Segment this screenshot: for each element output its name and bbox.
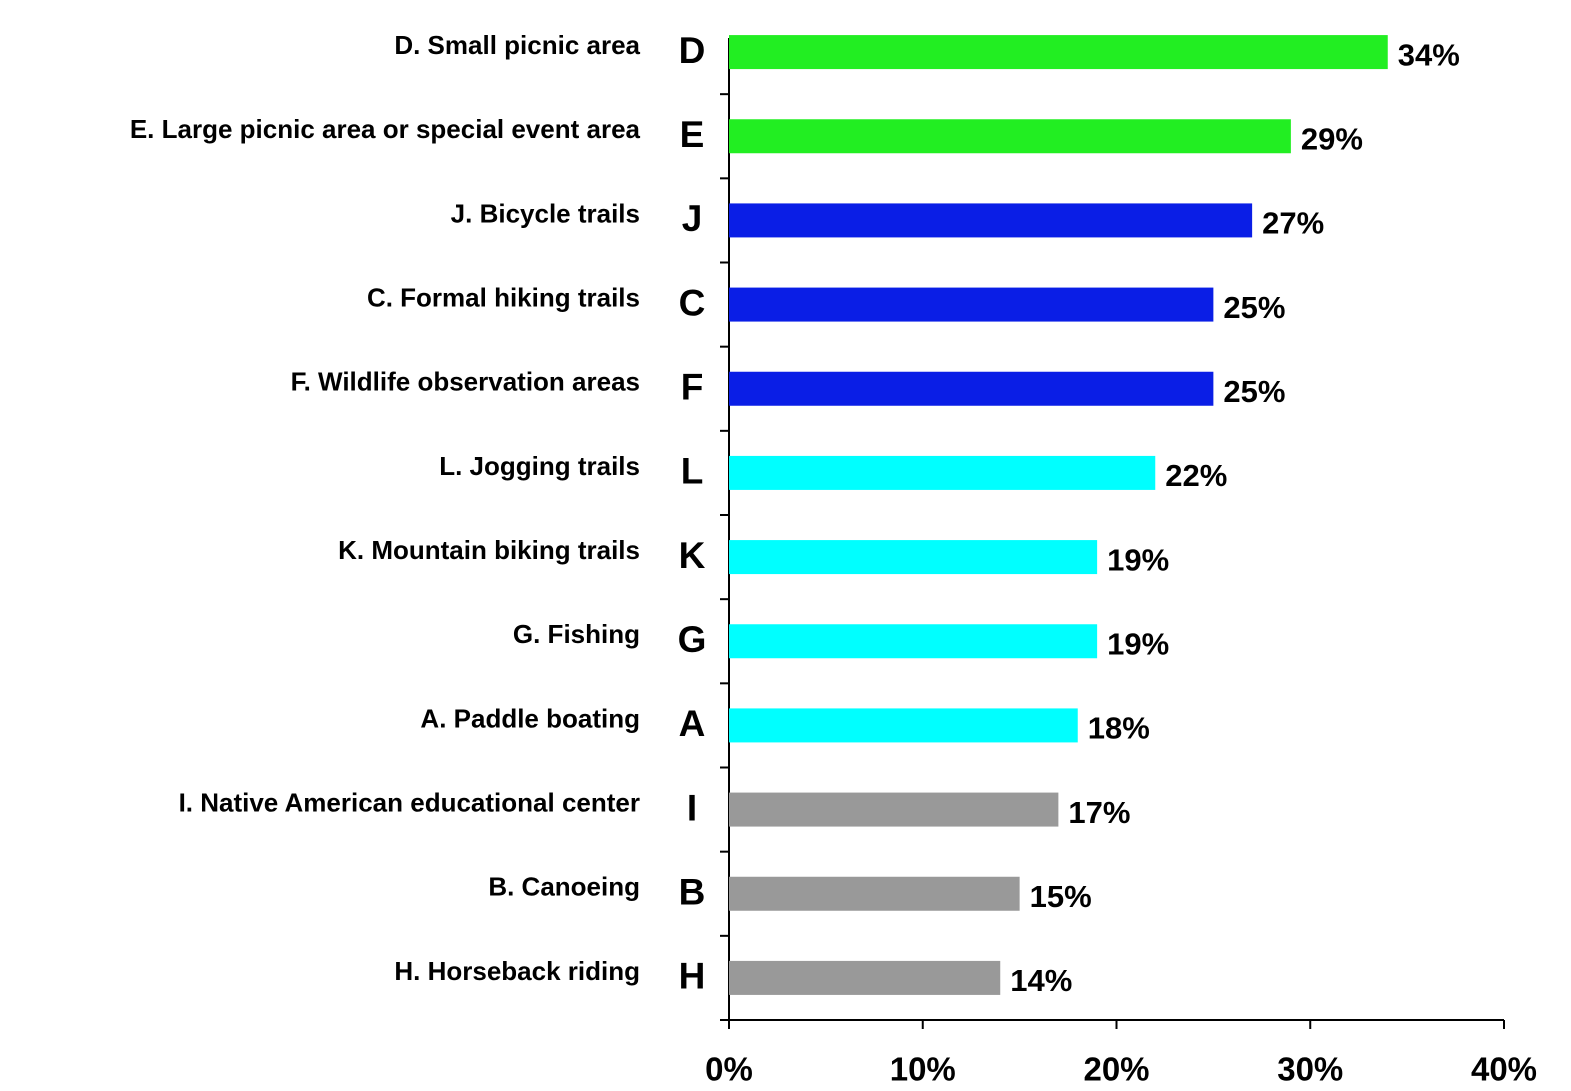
bar (729, 960, 1001, 995)
bar (729, 287, 1214, 322)
bar (729, 540, 1098, 575)
category-label: A. Paddle boating (420, 703, 640, 733)
bar (729, 708, 1078, 743)
category-letter: H (679, 956, 706, 997)
category-letter: G (678, 619, 707, 660)
value-label: 15% (1030, 879, 1092, 914)
x-tick-label: 30% (1277, 1051, 1343, 1088)
bar (729, 371, 1214, 406)
x-tick-label: 0% (705, 1051, 753, 1088)
category-letter: B (679, 872, 706, 913)
bar (729, 624, 1098, 659)
category-letter: C (679, 282, 706, 323)
category-letter: I (687, 787, 697, 828)
value-label: 25% (1223, 374, 1285, 409)
category-letter: L (681, 451, 704, 492)
value-label: 22% (1165, 458, 1227, 493)
category-letter: D (679, 30, 706, 71)
category-letter: J (682, 198, 703, 239)
value-label: 34% (1398, 37, 1460, 72)
category-label: H. Horseback riding (394, 956, 640, 986)
bar (729, 876, 1020, 911)
category-label: C. Formal hiking trails (367, 282, 640, 312)
category-label: E. Large picnic area or special event ar… (130, 114, 641, 144)
category-letter: E (680, 114, 705, 155)
bar (729, 35, 1388, 70)
category-label: I. Native American educational center (179, 787, 640, 817)
value-label: 14% (1010, 963, 1072, 998)
value-label: 19% (1107, 542, 1169, 577)
bar (729, 455, 1156, 490)
category-label: G. Fishing (513, 619, 640, 649)
category-letter: K (679, 535, 706, 576)
value-label: 18% (1088, 711, 1150, 746)
bar (729, 119, 1291, 154)
category-label: F. Wildlife observation areas (291, 367, 640, 397)
value-label: 25% (1223, 290, 1285, 325)
x-tick-label: 10% (890, 1051, 956, 1088)
bar (729, 203, 1253, 238)
category-label: J. Bicycle trails (451, 198, 640, 228)
category-label: K. Mountain biking trails (338, 535, 640, 565)
bar (729, 792, 1059, 827)
value-label: 19% (1107, 626, 1169, 661)
value-label: 27% (1262, 206, 1324, 241)
value-label: 29% (1301, 121, 1363, 156)
x-tick-label: 20% (1083, 1051, 1149, 1088)
category-letter: A (679, 703, 706, 744)
x-tick-label: 40% (1471, 1051, 1537, 1088)
category-label: B. Canoeing (488, 872, 640, 902)
category-label: D. Small picnic area (394, 30, 640, 60)
category-letter: F (681, 367, 704, 408)
category-label: L. Jogging trails (439, 451, 640, 481)
value-label: 17% (1068, 795, 1130, 830)
